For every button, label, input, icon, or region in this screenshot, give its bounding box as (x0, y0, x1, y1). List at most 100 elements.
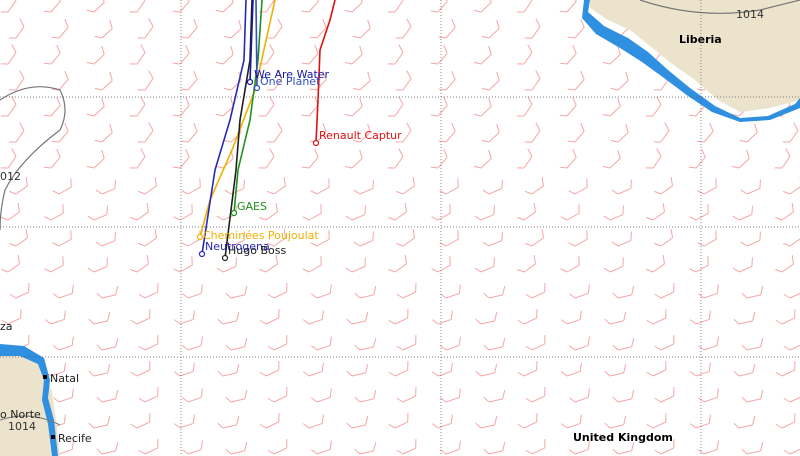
wind-barb (603, 205, 624, 221)
wind-barb (266, 18, 283, 39)
wind-barb (475, 364, 498, 377)
wind-barb (646, 413, 667, 429)
track (255, 0, 258, 89)
boat-label[interactable]: One Planet (260, 75, 321, 88)
wind-barb (302, 256, 322, 273)
wind-barb (654, 387, 675, 403)
wind-barb (310, 336, 332, 351)
boat-label[interactable]: GAES (237, 200, 267, 213)
wind-barb (301, 148, 319, 169)
wind-barb (43, 148, 61, 169)
boat-label[interactable]: Neutrogena (205, 240, 270, 253)
wind-barb (604, 364, 627, 377)
wind-barb (52, 178, 72, 195)
wind-barb (137, 18, 154, 39)
wind-barb (130, 413, 151, 429)
pressure-label: 1014 (8, 420, 36, 433)
wind-barb (215, 45, 234, 65)
wind-barb (259, 203, 278, 221)
wind-barb (217, 312, 240, 325)
boat-marker[interactable] (230, 209, 238, 217)
wind-barb (9, 229, 28, 247)
wind-barb (395, 18, 412, 39)
boat-marker[interactable] (312, 139, 320, 147)
wind-barb (96, 390, 119, 403)
wind-barb (431, 414, 453, 429)
boat-marker[interactable] (196, 233, 204, 241)
wind-barb (52, 336, 74, 351)
wind-barb (43, 96, 61, 117)
isobar (639, 0, 800, 14)
wind-barb (525, 283, 546, 299)
boat-marker[interactable] (221, 254, 229, 262)
wind-barb (604, 416, 627, 429)
boat-label[interactable]: Cheminées Poujoulat (203, 229, 319, 242)
wind-barb (267, 177, 286, 195)
wind-barb (86, 97, 105, 117)
wind-barb (344, 0, 363, 13)
wind-barb (395, 70, 412, 91)
boat-marker[interactable] (198, 250, 206, 258)
wind-barb (172, 96, 190, 117)
wind-barb (346, 416, 369, 429)
wind-barb (173, 204, 193, 221)
boat-marker[interactable] (246, 78, 254, 86)
wind-barb (129, 148, 146, 169)
wind-barb (52, 388, 74, 403)
city-label: Recife (58, 432, 92, 445)
wind-barb (310, 388, 332, 403)
wind-barb (732, 257, 753, 273)
wind-barb (388, 413, 409, 429)
land-africa (590, 0, 800, 112)
wind-barb (96, 286, 119, 299)
isobar (0, 415, 61, 426)
wind-barb (388, 255, 407, 273)
wind-barb (138, 387, 159, 403)
wind-barb (172, 44, 190, 65)
wind-barb (224, 231, 245, 247)
wind-barb (783, 283, 800, 299)
wind-barb (731, 149, 750, 169)
wind-barb (396, 229, 415, 247)
wind-barb (645, 96, 662, 117)
wind-barb (439, 284, 461, 299)
boat-marker[interactable] (253, 84, 261, 92)
boat-label[interactable]: We Are Water (254, 68, 330, 81)
wind-barb (130, 309, 151, 325)
wind-barb (646, 203, 665, 221)
boat-label[interactable]: Renault Captur (319, 129, 402, 142)
wind-barb (646, 309, 667, 325)
wind-barb (266, 70, 283, 91)
wind-barb (646, 255, 665, 273)
wind-barb (388, 309, 409, 325)
wind-barb (482, 179, 503, 195)
track (249, 0, 254, 83)
wind-barb (225, 338, 248, 351)
wind-barb (525, 177, 544, 195)
wind-barb (783, 177, 800, 195)
city-label: o Norte (0, 408, 41, 421)
wind-barb (181, 336, 203, 351)
wind-barb (173, 362, 195, 377)
wind-barb (524, 18, 541, 39)
wind-barb (302, 310, 324, 325)
boat-label[interactable]: Hugo Boss (228, 244, 286, 257)
wind-barb (741, 338, 764, 351)
wind-barb (388, 361, 409, 377)
wind-barb (559, 148, 577, 169)
wind-barb (697, 336, 719, 351)
track (199, 0, 276, 238)
wind-barb (740, 179, 761, 195)
wind-barb (482, 231, 503, 247)
track (201, 0, 247, 255)
wind-barb (0, 148, 17, 169)
city-label: Natal (50, 372, 79, 385)
wind-barb (387, 148, 404, 169)
wind-barb (130, 361, 151, 377)
wind-barb (180, 70, 198, 91)
wind-barb (568, 178, 588, 195)
wind-barb (431, 256, 451, 273)
wind-barb (568, 388, 590, 403)
wind-barb (740, 231, 761, 247)
